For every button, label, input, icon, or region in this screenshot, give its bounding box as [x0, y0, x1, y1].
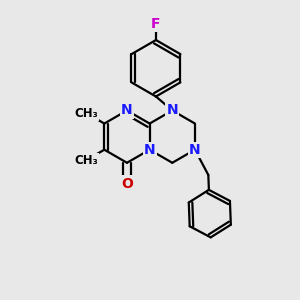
Text: O: O	[121, 177, 133, 190]
Text: F: F	[151, 17, 161, 31]
Text: N: N	[167, 103, 178, 118]
Text: N: N	[189, 143, 201, 157]
Text: CH₃: CH₃	[74, 106, 98, 120]
Text: CH₃: CH₃	[74, 154, 98, 166]
Text: N: N	[144, 143, 155, 157]
Text: N: N	[121, 103, 133, 118]
